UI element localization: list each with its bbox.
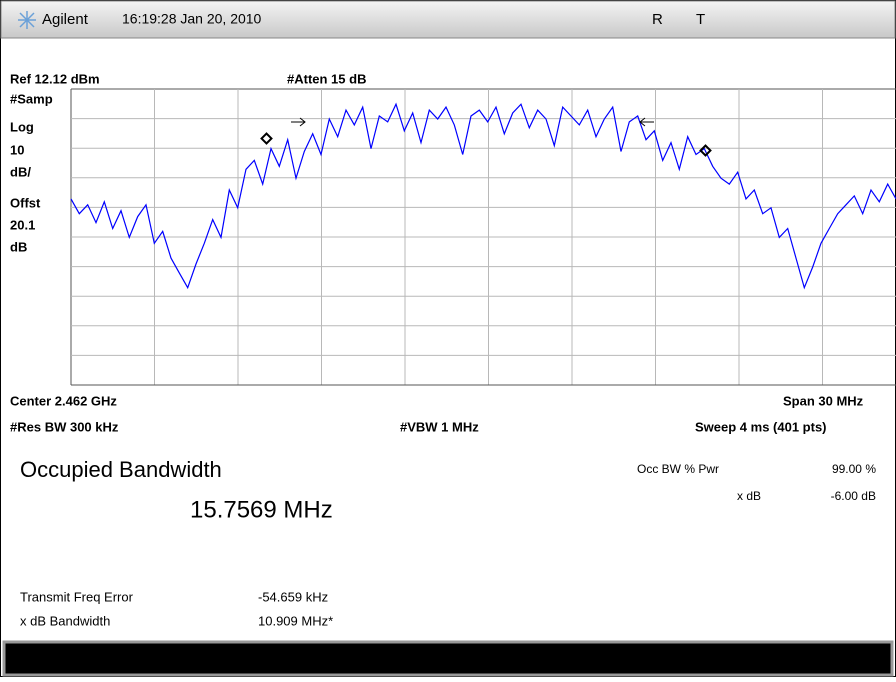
arrow-right bbox=[291, 117, 306, 127]
error-value: -54.659 kHz bbox=[258, 589, 328, 604]
status: R bbox=[652, 11, 663, 28]
marker bbox=[260, 132, 273, 145]
scale-label: dB/ bbox=[10, 164, 31, 179]
error-label: x dB Bandwidth bbox=[20, 613, 110, 628]
timestamp: 16:19:28 Jan 20, 2010 bbox=[122, 11, 262, 27]
marker bbox=[699, 144, 712, 157]
scale-label: Log bbox=[10, 119, 34, 134]
scale-labels: #Samp Log 10 dB/Offst 20.1 dB bbox=[10, 91, 53, 254]
param-label: x dB bbox=[737, 489, 761, 503]
status: T bbox=[696, 11, 705, 28]
trace bbox=[70, 102, 896, 290]
scale-label: 20.1 bbox=[10, 217, 35, 232]
agilent-logo bbox=[18, 11, 36, 29]
title-bar bbox=[0, 0, 896, 39]
param-value: 99.00 % bbox=[832, 462, 876, 476]
brand: Agilent bbox=[42, 11, 89, 28]
vbw: #VBW 1 MHz bbox=[400, 419, 479, 434]
result-value: 15.7569 MHz bbox=[190, 496, 333, 523]
markers bbox=[260, 117, 712, 157]
center-freq: Center 2.462 GHz bbox=[10, 393, 117, 408]
scale-label: dB bbox=[10, 239, 27, 254]
ref-level: Ref 12.12 dBm bbox=[10, 71, 100, 86]
attenuation: #Atten 15 dB bbox=[287, 71, 366, 86]
command-bar bbox=[2, 640, 894, 677]
scale-label: 10 bbox=[10, 142, 24, 157]
trace-group bbox=[70, 102, 896, 290]
param-value: -6.00 dB bbox=[831, 489, 876, 503]
span: Span 30 MHz bbox=[783, 393, 864, 408]
scale-label: #Samp bbox=[10, 91, 53, 106]
error-value: 10.909 MHz* bbox=[258, 613, 333, 628]
param-label: Occ BW % Pwr bbox=[637, 462, 719, 476]
result-title: Occupied Bandwidth bbox=[20, 457, 222, 482]
error-label: Transmit Freq Error bbox=[20, 589, 134, 604]
res-bw: #Res BW 300 kHz bbox=[10, 419, 119, 434]
sweep: Sweep 4 ms (401 pts) bbox=[695, 419, 827, 434]
scale-label: Offst bbox=[10, 195, 41, 210]
grid bbox=[70, 88, 896, 386]
arrow-left bbox=[639, 117, 654, 127]
